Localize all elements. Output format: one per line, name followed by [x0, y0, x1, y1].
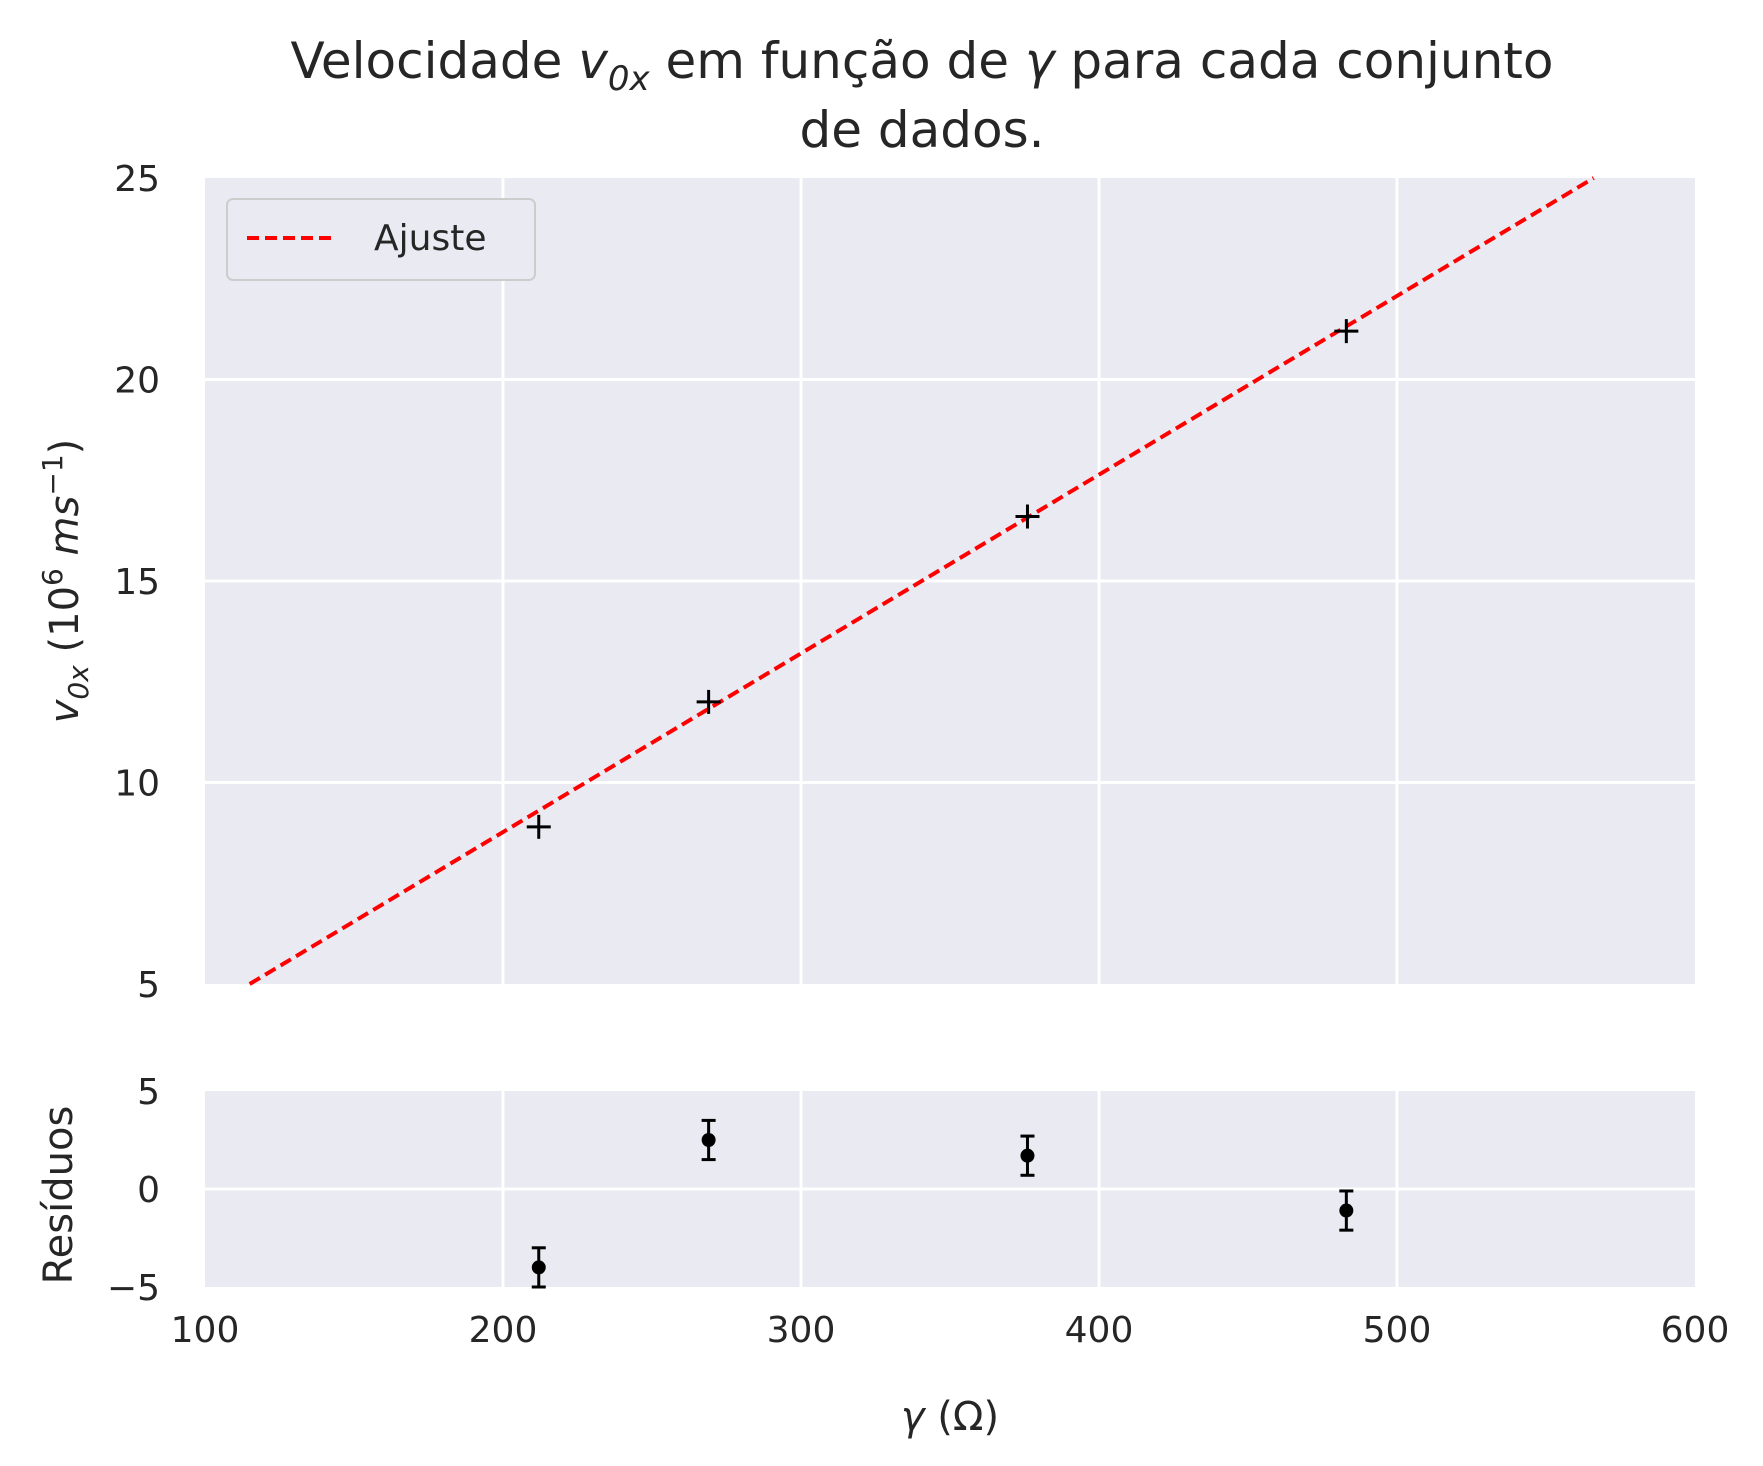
residual-point	[531, 1246, 546, 1289]
residual-marker	[701, 1133, 716, 1147]
x-tick-label: 200	[469, 1310, 538, 1351]
main-y-tick-label: 20	[114, 361, 160, 402]
main-plot-area: 5 10 15 20 25	[114, 159, 1695, 1006]
residual-marker	[1339, 1203, 1354, 1218]
residuals-plot-area: −5 0 5	[107, 1072, 1695, 1309]
residual-point	[1020, 1134, 1035, 1177]
main-y-tick-label: 5	[137, 965, 160, 1006]
chart-title-line-1: Velocidade v0x em função de γ para cada …	[291, 32, 1554, 99]
data-point-marker	[1015, 504, 1040, 529]
residual-point	[701, 1118, 716, 1162]
x-tick-label: 400	[1065, 1310, 1134, 1351]
legend: Ajuste	[226, 198, 536, 281]
legend-box	[226, 198, 536, 281]
residuals-y-axis-label: Resíduos	[36, 1106, 82, 1285]
residual-marker	[531, 1260, 546, 1275]
data-point-marker	[696, 689, 721, 714]
main-y-tick-label: 10	[114, 764, 160, 805]
residual-point	[1339, 1189, 1354, 1232]
data-point-marker	[526, 814, 551, 839]
residuals-y-tick-label: 0	[137, 1170, 160, 1211]
main-y-tick-label: 25	[114, 159, 160, 200]
main-y-axis-label: v0x (106 ms−1)	[36, 439, 95, 724]
legend-label-ajuste: Ajuste	[374, 218, 486, 259]
chart-title-line-2: de dados.	[799, 101, 1044, 159]
residuals-y-tick-label: −5	[107, 1268, 160, 1309]
x-tick-label: 300	[767, 1310, 836, 1351]
fit-line-ajuste	[248, 176, 1595, 986]
data-point-marker	[1334, 319, 1359, 344]
residual-marker	[1020, 1148, 1035, 1163]
x-tick-label: 100	[171, 1310, 240, 1351]
residuals-y-tick-label: 5	[137, 1072, 160, 1113]
x-axis-label: γ (Ω)	[901, 1394, 999, 1440]
x-tick-label: 500	[1363, 1310, 1432, 1351]
x-tick-label: 600	[1661, 1310, 1730, 1351]
main-y-tick-label: 15	[114, 562, 160, 603]
